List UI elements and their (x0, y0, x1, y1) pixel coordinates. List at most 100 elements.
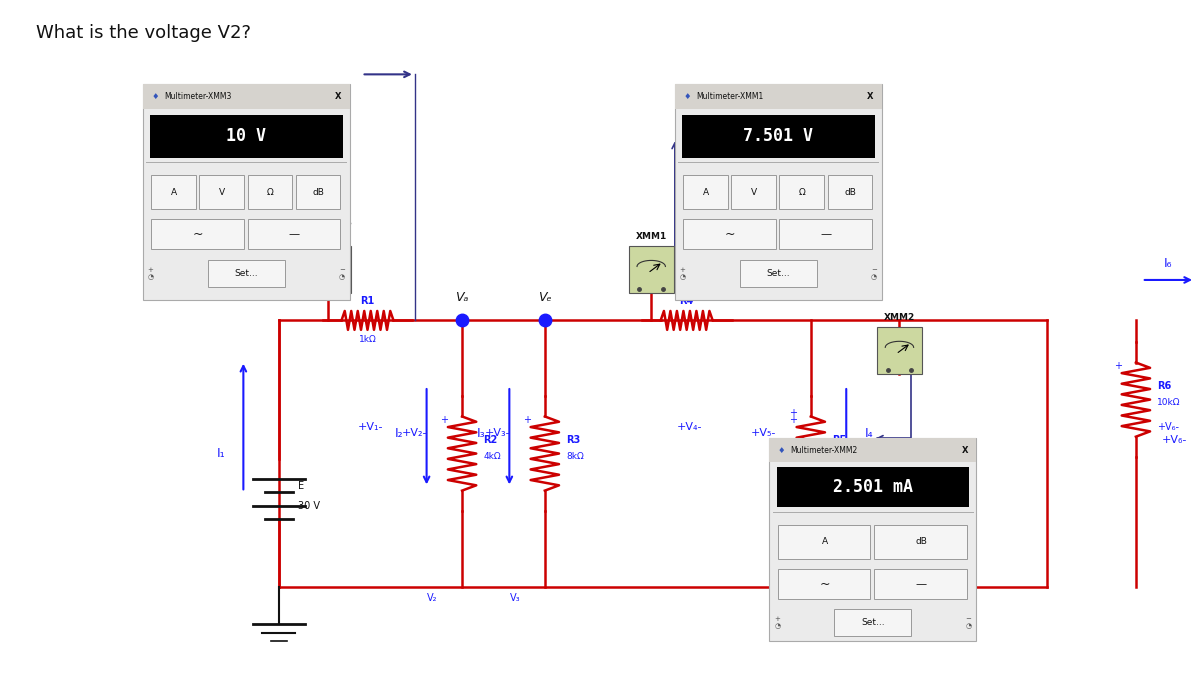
Text: ~: ~ (820, 577, 830, 590)
FancyBboxPatch shape (143, 85, 349, 300)
Text: +V₅-: +V₅- (751, 429, 776, 438)
Text: 5kΩ: 5kΩ (832, 453, 850, 462)
Text: Multimeter-XMM3: Multimeter-XMM3 (164, 92, 232, 101)
Text: Multimeter-XMM1: Multimeter-XMM1 (696, 92, 763, 101)
Text: +V₄-: +V₄- (677, 422, 702, 431)
Text: +
◔: + ◔ (679, 266, 685, 279)
Text: −
◔: − ◔ (966, 616, 972, 630)
FancyBboxPatch shape (247, 219, 341, 250)
Text: +
◔: + ◔ (148, 266, 154, 279)
Text: V: V (220, 188, 226, 197)
Text: X: X (961, 446, 968, 455)
Text: −
◔: − ◔ (338, 266, 346, 279)
FancyBboxPatch shape (199, 175, 244, 209)
FancyBboxPatch shape (683, 219, 776, 250)
Text: XMM1: XMM1 (636, 232, 667, 241)
Text: V₅: V₅ (776, 594, 786, 603)
FancyBboxPatch shape (769, 438, 977, 462)
Text: —: — (289, 229, 300, 239)
Text: A: A (172, 188, 178, 197)
Text: Vₐ: Vₐ (455, 290, 469, 303)
Text: —: — (821, 229, 832, 239)
Text: dB: dB (845, 188, 857, 197)
Text: Ω: Ω (799, 188, 805, 197)
Text: R5: R5 (832, 435, 846, 445)
FancyBboxPatch shape (874, 525, 967, 559)
Text: ~: ~ (193, 228, 204, 241)
Text: ♦: ♦ (151, 92, 158, 101)
Text: +: + (523, 415, 532, 424)
Text: Ω: Ω (268, 188, 274, 197)
Text: R2: R2 (484, 435, 498, 445)
FancyBboxPatch shape (151, 175, 196, 209)
Text: R6: R6 (1157, 381, 1171, 391)
Text: —: — (916, 579, 926, 589)
FancyBboxPatch shape (877, 327, 922, 374)
Text: Set...: Set... (862, 619, 884, 627)
FancyBboxPatch shape (682, 115, 875, 158)
FancyBboxPatch shape (828, 175, 872, 209)
FancyBboxPatch shape (780, 175, 824, 209)
FancyBboxPatch shape (683, 175, 727, 209)
FancyBboxPatch shape (150, 115, 343, 158)
Text: E: E (298, 480, 304, 491)
Text: ~: ~ (725, 228, 736, 241)
Text: R3: R3 (566, 435, 581, 445)
FancyBboxPatch shape (780, 219, 872, 250)
FancyBboxPatch shape (776, 467, 970, 508)
Text: 30 V: 30 V (298, 501, 319, 510)
Text: A: A (703, 188, 709, 197)
Text: V: V (751, 188, 757, 197)
Text: 4kΩ: 4kΩ (484, 453, 500, 462)
FancyBboxPatch shape (295, 175, 341, 209)
Text: dB: dB (916, 537, 926, 546)
Text: 10 V: 10 V (227, 127, 266, 145)
Text: R4: R4 (679, 296, 694, 305)
Text: I₄: I₄ (865, 427, 874, 440)
Text: Multimeter-XMM2: Multimeter-XMM2 (791, 446, 858, 455)
Text: R1: R1 (360, 296, 374, 305)
FancyBboxPatch shape (874, 569, 967, 599)
Text: +: + (1114, 361, 1122, 371)
Text: dB: dB (313, 188, 324, 197)
Text: 2.501 mA: 2.501 mA (833, 478, 913, 496)
Text: +V₃-: +V₃- (485, 429, 510, 438)
Text: I₁: I₁ (217, 447, 226, 460)
Text: I₆: I₆ (1164, 257, 1172, 270)
FancyBboxPatch shape (629, 246, 673, 294)
Text: X: X (866, 92, 874, 101)
Text: 8kΩ: 8kΩ (566, 453, 584, 462)
Text: V₃: V₃ (510, 594, 521, 603)
FancyBboxPatch shape (674, 85, 882, 109)
FancyBboxPatch shape (674, 85, 882, 300)
Text: +
◔: + ◔ (774, 616, 780, 630)
Text: ♦: ♦ (683, 92, 691, 101)
Text: +V₆-: +V₆- (1157, 422, 1180, 431)
FancyBboxPatch shape (778, 525, 870, 559)
FancyBboxPatch shape (769, 438, 977, 641)
Text: I₂: I₂ (395, 427, 403, 440)
Text: +: + (790, 408, 797, 418)
Text: Set...: Set... (767, 268, 790, 277)
Text: XMM3: XMM3 (313, 232, 344, 241)
Text: 10kΩ: 10kΩ (1157, 398, 1181, 407)
FancyBboxPatch shape (306, 246, 350, 294)
FancyBboxPatch shape (778, 569, 870, 599)
FancyBboxPatch shape (740, 259, 817, 287)
Text: I₃: I₃ (478, 427, 486, 440)
FancyBboxPatch shape (151, 219, 244, 250)
FancyBboxPatch shape (834, 610, 911, 636)
Text: V₂: V₂ (427, 594, 438, 603)
Text: A: A (822, 537, 828, 546)
FancyBboxPatch shape (208, 259, 284, 287)
FancyBboxPatch shape (247, 175, 292, 209)
Text: What is the voltage V2?: What is the voltage V2? (36, 24, 252, 42)
Text: X: X (335, 92, 342, 101)
Text: +V₁-: +V₁- (358, 422, 383, 431)
FancyBboxPatch shape (731, 175, 776, 209)
Text: XMM2: XMM2 (884, 313, 916, 322)
Text: Set...: Set... (234, 268, 258, 277)
Text: +V₂-: +V₂- (402, 429, 427, 438)
Text: +: + (790, 415, 797, 424)
Text: 7.501 V: 7.501 V (743, 127, 814, 145)
